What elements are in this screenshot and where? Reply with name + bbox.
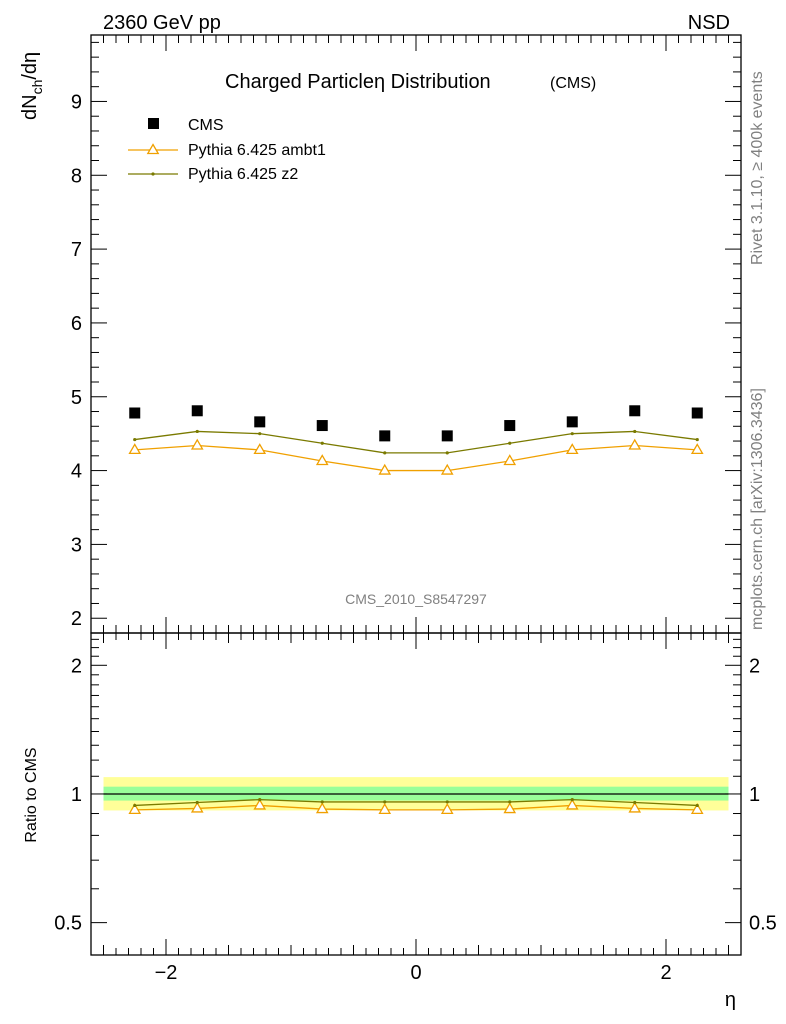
data-point-ambt1 — [628, 438, 642, 450]
data-point-z2 — [695, 437, 699, 442]
ratio-y-tick-label-left: 2 — [71, 655, 82, 677]
data-point-cms — [441, 430, 453, 442]
legend-cms-marker — [148, 118, 159, 129]
ratio-point-ambt1 — [378, 803, 392, 814]
series-line-ambt1 — [134, 444, 698, 472]
data-point-ambt1 — [190, 438, 204, 450]
ratio-point-ambt1 — [440, 803, 454, 814]
ratio-point-ambt1 — [128, 803, 142, 814]
ratio-series-group — [128, 798, 704, 814]
main-y-tick-label: 7 — [71, 239, 82, 261]
ratio-tick-labels: 0.5 0.5 1 1 2 2 −2 0 2 — [54, 655, 777, 984]
main-y-tick-label: 5 — [71, 387, 82, 409]
main-series-group — [128, 405, 704, 475]
main-y-tick-labels: 2 3 4 5 6 7 8 9 — [71, 91, 82, 630]
data-point-z2 — [508, 441, 512, 445]
data-point-ambt1 — [565, 443, 579, 455]
main-y-tick-label: 9 — [71, 91, 82, 113]
ratio-point-z2 — [695, 803, 699, 808]
ratio-y-tick-label-right: 0.5 — [749, 913, 777, 935]
data-point-z2 — [445, 451, 449, 455]
legend-z2-label: Pythia 6.425 z2 — [188, 166, 298, 183]
main-y-tick-label: 4 — [71, 461, 82, 483]
header-left-label: 2360 GeV pp — [103, 12, 221, 34]
ratio-point-z2 — [570, 798, 574, 802]
main-y-tick-label: 6 — [71, 313, 82, 335]
data-point-cms — [316, 420, 328, 432]
data-point-z2 — [133, 437, 137, 442]
ratio-y-tick-label-right: 1 — [749, 784, 760, 806]
watermark: CMS_2010_S8547297 — [345, 591, 487, 607]
legend-z2-marker — [151, 172, 155, 176]
ratio-point-z2 — [445, 800, 449, 804]
main-x-ticks — [103, 35, 729, 633]
chart-title: Charged Particleη Distribution — [225, 71, 491, 93]
ratio-point-z2 — [320, 800, 324, 804]
ratio-line-ambt1 — [134, 804, 698, 811]
data-point-cms — [504, 420, 516, 432]
legend-ambt1-label: Pythia 6.425 ambt1 — [188, 142, 326, 159]
ratio-point-ambt1 — [565, 798, 579, 810]
ratio-point-ambt1 — [253, 798, 267, 810]
data-point-z2 — [383, 451, 387, 455]
mcplots-label: mcplots.cern.ch [arXiv:1306.3436] — [749, 388, 766, 630]
data-point-cms — [129, 407, 141, 419]
x-tick-label: 0 — [410, 962, 421, 984]
main-y-axis-label: dNch/dη — [19, 52, 45, 120]
ratio-point-ambt1 — [503, 802, 517, 814]
x-tick-label: 2 — [660, 962, 671, 984]
ratio-point-z2 — [383, 800, 387, 804]
ratio-plot-panel: 0.5 0.5 1 1 2 2 −2 0 2 Ratio to CMS η — [23, 632, 777, 1011]
ratio-y-tick-label-right: 2 — [749, 655, 760, 677]
ratio-point-z2 — [633, 800, 637, 805]
x-axis-label: η — [725, 989, 736, 1011]
data-point-ambt1 — [253, 443, 267, 455]
data-point-ambt1 — [690, 443, 704, 455]
header-right-label: NSD — [688, 12, 730, 34]
ratio-point-ambt1 — [315, 802, 329, 814]
ratio-y-ticks — [91, 638, 741, 924]
data-point-ambt1 — [503, 454, 517, 466]
ratio-point-z2 — [133, 803, 137, 808]
main-y-tick-label: 3 — [71, 534, 82, 556]
main-y-tick-label: 8 — [71, 165, 82, 187]
data-point-cms — [566, 416, 578, 428]
ratio-y-tick-label-left: 0.5 — [54, 913, 82, 935]
main-y-tick-label: 2 — [71, 608, 82, 630]
chart-title-suffix: (CMS) — [550, 75, 596, 92]
legend: CMS Pythia 6.425 ambt1 Pythia 6.425 z2 — [128, 117, 326, 183]
ratio-point-z2 — [195, 800, 199, 805]
ratio-line-z2 — [134, 798, 698, 807]
data-point-ambt1 — [128, 443, 142, 455]
data-point-cms — [379, 430, 391, 442]
data-point-z2 — [258, 432, 262, 436]
main-y-ticks — [91, 41, 741, 619]
data-point-z2 — [195, 429, 199, 434]
ratio-point-ambt1 — [690, 803, 704, 814]
data-point-cms — [191, 405, 203, 417]
data-point-ambt1 — [315, 454, 329, 466]
ratio-point-ambt1 — [190, 801, 204, 813]
ratio-y-tick-label-left: 1 — [71, 784, 82, 806]
series-line-z2 — [134, 430, 698, 454]
data-point-z2 — [320, 441, 324, 445]
rivet-label: Rivet 3.1.10, ≥ 400k events — [749, 71, 766, 265]
ratio-point-ambt1 — [628, 801, 642, 813]
data-point-cms — [254, 416, 266, 428]
data-point-z2 — [570, 432, 574, 436]
data-point-ambt1 — [440, 463, 454, 475]
data-point-cms — [629, 405, 641, 417]
legend-cms-label: CMS — [188, 117, 224, 134]
ratio-y-axis-label: Ratio to CMS — [23, 747, 40, 842]
ratio-point-z2 — [508, 800, 512, 804]
ratio-x-ticks — [103, 633, 729, 955]
ratio-point-z2 — [258, 798, 262, 802]
legend-ambt1-marker — [146, 143, 160, 155]
data-point-cms — [691, 407, 703, 419]
data-point-ambt1 — [378, 463, 392, 475]
data-point-z2 — [633, 429, 637, 434]
x-tick-label: −2 — [155, 962, 178, 984]
